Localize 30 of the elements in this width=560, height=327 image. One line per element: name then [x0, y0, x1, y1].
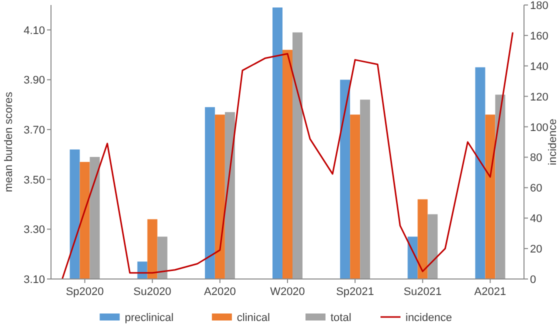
x-tick-label: Sp2021: [336, 286, 374, 298]
x-tick-label: W2020: [270, 286, 305, 298]
x-tick-label: A2020: [204, 286, 236, 298]
y-tick-label: 3.90: [24, 74, 45, 87]
y2-tick-label: 20: [530, 244, 542, 256]
x-tick-label: A2021: [474, 286, 506, 298]
y2-tick-label: 140: [530, 60, 548, 73]
legend-label: incidence: [406, 312, 452, 324]
y2-tick-label: 60: [530, 182, 542, 195]
legend-label: clinical: [236, 312, 270, 324]
y-tick-label: 3.10: [24, 274, 45, 286]
line-series: [62, 32, 514, 280]
y-axis-title: mean burden scores: [3, 91, 15, 192]
y2-axis-title: incidence: [547, 118, 559, 166]
y2-tick-label: 0: [530, 274, 536, 286]
x-tick-label: Su2020: [133, 286, 172, 298]
y2-tick-label: 120: [530, 91, 548, 104]
y-tick-label: 3.50: [24, 174, 45, 186]
y2-tick-label: 180: [530, 0, 548, 12]
y2-tick-label: 80: [530, 152, 542, 164]
y-tick-label: 3.30: [24, 224, 45, 236]
y2-tick-label: 160: [530, 30, 548, 42]
y-tick-label: 3.70: [24, 124, 45, 137]
y2-tick-label: 100: [530, 122, 548, 134]
x-tick-label: Su2021: [404, 286, 442, 298]
legend-label: preclinical: [124, 312, 174, 324]
y-tick-label: 4.10: [24, 24, 45, 37]
x-tick-label: Sp2020: [66, 286, 104, 298]
y2-tick-label: 40: [530, 213, 542, 226]
legend-label: total: [330, 312, 352, 324]
